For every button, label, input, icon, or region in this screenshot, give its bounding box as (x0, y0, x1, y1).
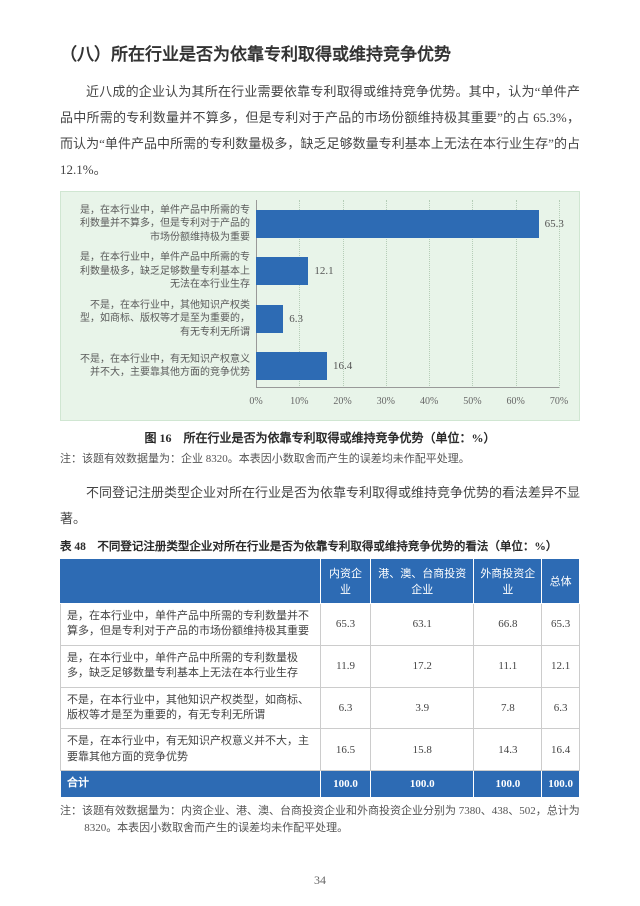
table-note: 注：该题有效数据量为：内资企业、港、澳、台商投资企业和外商投资企业分别为 738… (60, 803, 580, 838)
table-row-label: 是，在本行业中，单件产品中所需的专利数量极多，缺乏足够数量专利基本上无法在本行业… (61, 645, 321, 687)
bar-chart: 65.312.16.316.4 0%10%20%30%40%50%60%70% … (60, 191, 580, 421)
table-column-header: 港、澳、台商投资企业 (371, 559, 474, 604)
chart-category-label: 不是，在本行业中，其他知识产权类型，如商标、版权等才是至为重要的，有无专利无所谓 (61, 299, 256, 339)
table-cell: 11.1 (474, 645, 542, 687)
table-total-cell: 100.0 (542, 771, 580, 797)
table-total-label: 合计 (61, 771, 321, 797)
chart-tick: 0% (249, 396, 262, 407)
table-column-header: 总体 (542, 559, 580, 604)
chart-tick: 40% (420, 396, 438, 407)
chart-value-label: 6.3 (289, 313, 303, 325)
chart-category-label: 是，在本行业中，单件产品中所需的专利数量极多，缺乏足够数量专利基本上无法在本行业… (61, 251, 256, 291)
table-cell: 6.3 (321, 687, 371, 729)
chart-tick: 60% (507, 396, 525, 407)
table-body: 是，在本行业中，单件产品中所需的专利数量并不算多，但是专利对于产品的市场份额维持… (61, 604, 580, 798)
chart-title: 图 16 所在行业是否为依靠专利取得或维持竞争优势（单位：%） (60, 429, 580, 446)
chart-x-axis: 0%10%20%30%40%50%60%70% (256, 396, 559, 414)
chart-value-label: 65.3 (545, 218, 564, 230)
table-cell: 65.3 (321, 604, 371, 646)
table-row-label: 不是，在本行业中，有无知识产权意义并不大，主要靠其他方面的竞争优势 (61, 729, 321, 771)
chart-tick: 70% (550, 396, 568, 407)
table-cell: 15.8 (371, 729, 474, 771)
table-title: 表 48 不同登记注册类型企业对所在行业是否为依靠专利取得或维持竞争优势的看法（… (60, 538, 580, 554)
chart-category-label: 是，在本行业中，单件产品中所需的专利数量并不算多，但是专利对于产品的市场份额维持… (61, 204, 256, 244)
table-total-cell: 100.0 (371, 771, 474, 797)
chart-bar (256, 352, 327, 380)
table-header-blank (61, 559, 321, 604)
data-table: 内资企业港、澳、台商投资企业外商投资企业总体 是，在本行业中，单件产品中所需的专… (60, 558, 580, 798)
chart-container: 65.312.16.316.4 0%10%20%30%40%50%60%70% … (60, 191, 580, 466)
table-cell: 14.3 (474, 729, 542, 771)
table-row: 不是，在本行业中，有无知识产权意义并不大，主要靠其他方面的竞争优势16.515.… (61, 729, 580, 771)
table-total-cell: 100.0 (474, 771, 542, 797)
table-cell: 16.5 (321, 729, 371, 771)
chart-bar (256, 257, 308, 285)
table-cell: 66.8 (474, 604, 542, 646)
table-cell: 6.3 (542, 687, 580, 729)
chart-x-axis-line (256, 387, 559, 388)
chart-tick: 20% (333, 396, 351, 407)
table-column-header: 内资企业 (321, 559, 371, 604)
table-row: 不是，在本行业中，其他知识产权类型，如商标、版权等才是至为重要的，有无专利无所谓… (61, 687, 580, 729)
intro-paragraph: 近八成的企业认为其所在行业需要依靠专利取得或维持竞争优势。其中，认为“单件产品中… (60, 79, 580, 183)
table-cell: 12.1 (542, 645, 580, 687)
section-heading: （八）所在行业是否为依靠专利取得或维持竞争优势 (60, 40, 580, 65)
table-row-label: 不是，在本行业中，其他知识产权类型，如商标、版权等才是至为重要的，有无专利无所谓 (61, 687, 321, 729)
table-cell: 65.3 (542, 604, 580, 646)
chart-note: 注：该题有效数据量为：企业 8320。本表因小数取舍而产生的误差均未作配平处理。 (60, 450, 580, 466)
chart-bar (256, 210, 539, 238)
chart-category-label: 不是，在本行业中，有无知识产权意义并不大，主要靠其他方面的竞争优势 (61, 346, 256, 386)
chart-tick: 30% (377, 396, 395, 407)
bridge-paragraph: 不同登记注册类型企业对所在行业是否为依靠专利取得或维持竞争优势的看法差异不显著。 (60, 480, 580, 532)
chart-value-label: 16.4 (333, 360, 352, 372)
table-cell: 16.4 (542, 729, 580, 771)
chart-bar (256, 305, 283, 333)
chart-tick: 50% (463, 396, 481, 407)
table-cell: 17.2 (371, 645, 474, 687)
page: （八）所在行业是否为依靠专利取得或维持竞争优势 近八成的企业认为其所在行业需要依… (0, 0, 640, 906)
table-row-label: 是，在本行业中，单件产品中所需的专利数量并不算多，但是专利对于产品的市场份额维持… (61, 604, 321, 646)
table-header-row: 内资企业港、澳、台商投资企业外商投资企业总体 (61, 559, 580, 604)
chart-value-label: 12.1 (314, 265, 333, 277)
table-cell: 3.9 (371, 687, 474, 729)
chart-plot-area: 65.312.16.316.4 (256, 200, 559, 388)
table-row: 是，在本行业中，单件产品中所需的专利数量极多，缺乏足够数量专利基本上无法在本行业… (61, 645, 580, 687)
table-total-cell: 100.0 (321, 771, 371, 797)
page-number: 34 (0, 873, 640, 888)
table-cell: 11.9 (321, 645, 371, 687)
table-column-header: 外商投资企业 (474, 559, 542, 604)
table-cell: 63.1 (371, 604, 474, 646)
table-total-row: 合计100.0100.0100.0100.0 (61, 771, 580, 797)
table-row: 是，在本行业中，单件产品中所需的专利数量并不算多，但是专利对于产品的市场份额维持… (61, 604, 580, 646)
table-cell: 7.8 (474, 687, 542, 729)
chart-tick: 10% (290, 396, 308, 407)
